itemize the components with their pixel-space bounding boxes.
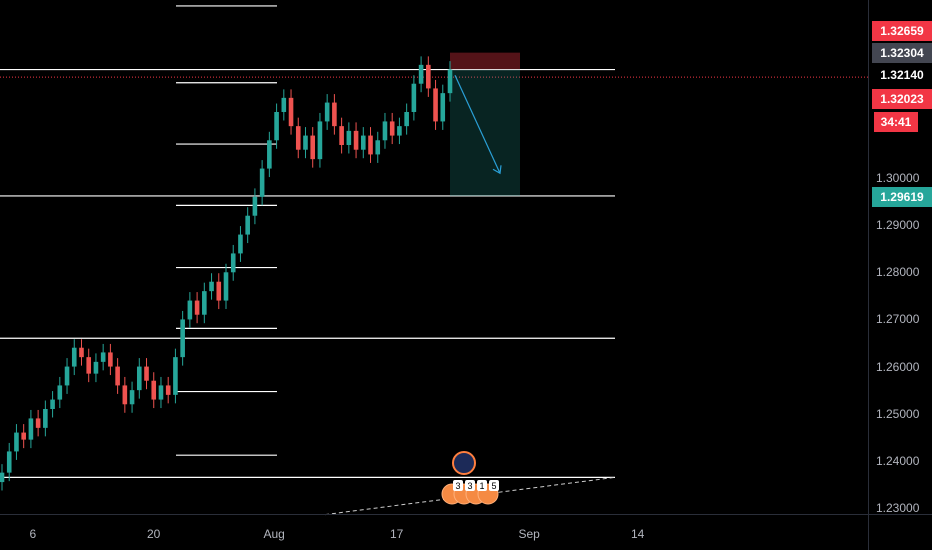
price-tick-label: 1.26000 — [876, 359, 920, 374]
event-count-badge — [453, 480, 463, 491]
price-tag: 1.29619 — [872, 187, 932, 207]
candle — [310, 135, 316, 160]
candle — [324, 102, 330, 122]
candle — [404, 112, 409, 127]
candle — [245, 215, 250, 235]
candle — [259, 168, 265, 197]
candle — [21, 432, 26, 440]
candle — [6, 451, 12, 473]
price-tick-label: 1.29000 — [876, 218, 920, 233]
price-tick-label: 1.23000 — [876, 501, 920, 515]
candle — [281, 97, 287, 112]
price-axis-separator — [868, 0, 869, 550]
candle — [230, 253, 236, 273]
candle — [295, 126, 301, 150]
price-tick-label: 1.25000 — [876, 406, 920, 421]
event-count-badge — [477, 480, 487, 491]
candle — [165, 385, 171, 395]
price-tag: 1.32304 — [872, 43, 932, 63]
time-tick-label: Sep — [518, 527, 540, 541]
candle — [411, 83, 417, 112]
candle — [50, 399, 55, 409]
event-count-label: 3 — [467, 481, 472, 491]
candle — [14, 432, 19, 452]
time-tick-label: 6 — [29, 527, 37, 541]
candle — [108, 352, 113, 367]
candle — [28, 418, 34, 440]
event-count-badge — [465, 480, 475, 491]
price-tag: 1.32140 — [872, 65, 932, 85]
time-tick-label: Aug — [263, 527, 285, 541]
candle — [202, 291, 207, 315]
candle — [64, 366, 70, 386]
candle — [79, 347, 84, 358]
candle — [158, 385, 164, 400]
candle — [317, 121, 323, 160]
event-count-badge — [489, 480, 499, 491]
candle — [440, 93, 446, 122]
candle — [223, 272, 229, 301]
candle — [346, 130, 352, 145]
event-count-label: 3 — [455, 481, 460, 491]
uk-flag-icon — [452, 451, 476, 475]
candle — [194, 300, 200, 315]
candle — [397, 126, 402, 136]
candle — [382, 121, 388, 141]
candle — [252, 196, 258, 216]
candle — [375, 140, 381, 155]
candle — [216, 281, 222, 301]
candle — [35, 418, 41, 428]
candle — [426, 64, 431, 89]
candle — [151, 380, 157, 400]
candle — [209, 281, 214, 292]
candle — [274, 112, 279, 141]
candle — [115, 366, 120, 386]
price-tick-label: 1.30000 — [876, 171, 920, 185]
candle — [86, 357, 92, 374]
candle — [187, 300, 193, 320]
candle — [129, 390, 135, 405]
candle — [360, 135, 366, 150]
candle — [267, 140, 272, 169]
candle — [136, 366, 142, 391]
price-tick-label: 1.27000 — [876, 312, 920, 327]
projection-arrow — [454, 74, 501, 174]
price-tick-label: 1.24000 — [876, 453, 920, 468]
candle — [144, 366, 149, 381]
price-tick-label: 1.28000 — [876, 265, 920, 280]
price-tag: 34:41 — [874, 112, 918, 132]
candle — [288, 97, 294, 127]
candle — [173, 357, 178, 395]
event-count-label: 5 — [491, 481, 496, 491]
candle — [447, 69, 453, 94]
time-tick-label: 17 — [390, 527, 404, 541]
projection-arrow-head — [492, 165, 502, 175]
time-axis-separator — [0, 514, 932, 515]
candle — [93, 361, 99, 374]
candle — [238, 234, 243, 254]
time-tick-label: 20 — [147, 527, 161, 541]
candle — [122, 385, 128, 405]
candle — [57, 385, 63, 400]
candle — [368, 135, 373, 155]
candle — [180, 319, 185, 358]
candle — [389, 121, 395, 136]
candle — [100, 352, 106, 362]
candle — [0, 472, 5, 483]
stop-loss-zone — [450, 52, 520, 70]
price-tag: 1.32023 — [872, 89, 932, 109]
candle — [339, 126, 344, 145]
candle — [303, 135, 308, 150]
candle — [353, 130, 359, 150]
event-count-label: 1 — [479, 481, 484, 491]
candle — [332, 102, 337, 127]
candle — [71, 347, 77, 367]
candle — [43, 409, 48, 428]
candle — [433, 88, 438, 122]
time-tick-label: 14 — [631, 527, 645, 541]
price-tag: 1.32659 — [872, 21, 932, 41]
candle — [418, 64, 424, 84]
